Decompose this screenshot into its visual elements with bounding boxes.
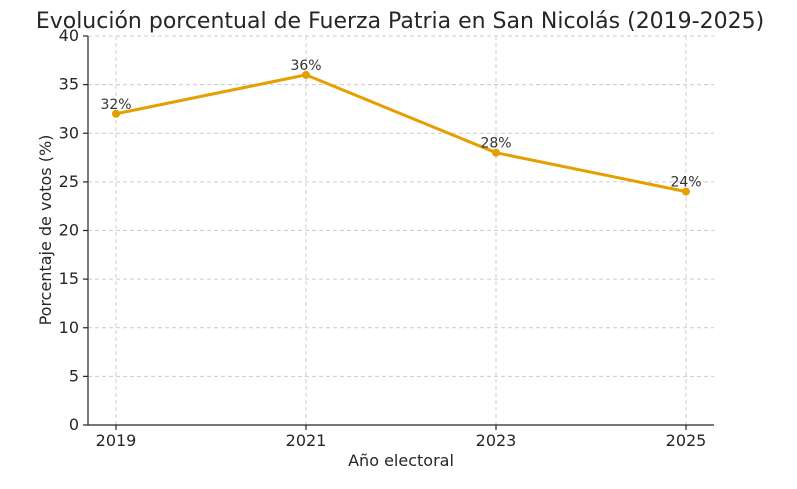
y-tick-label: 20 bbox=[59, 221, 79, 240]
data-label: 32% bbox=[100, 97, 131, 113]
data-point bbox=[682, 187, 690, 196]
y-tick-label: 15 bbox=[59, 269, 79, 288]
y-tick-label: 25 bbox=[59, 172, 79, 191]
chart-title: Evolución porcentual de Fuerza Patria en… bbox=[36, 9, 764, 34]
y-tick-label: 40 bbox=[59, 26, 79, 45]
x-axis-label: Año electoral bbox=[348, 451, 454, 470]
series: 32% 36% 28% 24% bbox=[100, 58, 702, 196]
y-tick-label: 10 bbox=[59, 318, 79, 337]
y-axis-label: Porcentaje de votos (%) bbox=[36, 135, 55, 326]
grid bbox=[88, 35, 714, 426]
x-tick-label: 2025 bbox=[666, 431, 707, 450]
data-point bbox=[112, 109, 120, 118]
data-label: 24% bbox=[670, 175, 701, 191]
y-tick-label: 5 bbox=[69, 366, 79, 385]
x-tick-label: 2019 bbox=[96, 431, 137, 450]
x-tick-label: 2023 bbox=[476, 431, 517, 450]
series-line bbox=[115, 73, 687, 194]
data-label: 36% bbox=[290, 58, 321, 74]
y-tick-label: 35 bbox=[59, 75, 79, 94]
y-tick-label: 0 bbox=[69, 415, 79, 434]
data-point bbox=[302, 70, 310, 79]
data-label: 28% bbox=[480, 136, 511, 152]
y-tick-label: 30 bbox=[59, 123, 79, 142]
data-point bbox=[492, 148, 500, 157]
x-tick-label: 2021 bbox=[286, 431, 327, 450]
